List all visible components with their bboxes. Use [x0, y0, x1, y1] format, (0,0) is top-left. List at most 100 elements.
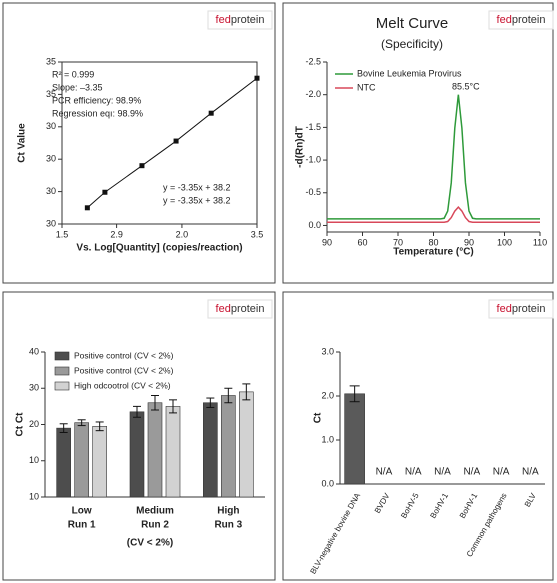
fit-line: [87, 77, 258, 209]
x-tick-label: 2.0: [176, 229, 189, 239]
panel-frame: [282, 2, 554, 284]
x-tick-label: High: [217, 506, 239, 517]
y-tick-label: 3.0: [321, 346, 334, 356]
logo-box: [488, 10, 554, 30]
logo: fedprotein: [497, 14, 546, 26]
logo-red: fed: [216, 14, 231, 26]
logo: fedprotein: [216, 303, 265, 315]
legend-label: Positive control (CV < 2%): [74, 350, 174, 360]
bar: [165, 406, 181, 498]
line: [327, 206, 540, 223]
logo-box: [207, 299, 273, 319]
panel-frame: [282, 291, 554, 581]
annotation: PCR efficiency: 98.9%: [52, 95, 141, 105]
y-tick-label: 10: [29, 455, 39, 465]
value-label: N/A: [434, 467, 451, 478]
y-tick-label: -0.5: [305, 187, 321, 197]
annotation: 85.5°C: [452, 81, 480, 91]
y-tick-label: 2.0: [321, 390, 334, 400]
value-label: N/A: [376, 467, 393, 478]
y-tick-label: 30: [46, 218, 56, 228]
annotation: Regression eqı: 98.9%: [52, 108, 143, 118]
x-tick-label: 90: [322, 237, 332, 247]
bar: [56, 427, 71, 498]
x-tick-label: 90: [464, 237, 474, 247]
x-tick-sublabel: Run 1: [68, 520, 96, 531]
y-tick-label: 40: [29, 346, 39, 356]
plot-frame: [61, 61, 258, 225]
value-label: N/A: [405, 467, 422, 478]
x-tick-label: 110: [533, 237, 547, 247]
chart-title: Melt Curve: [376, 15, 449, 32]
logo-dark: protein: [231, 303, 265, 315]
point: [173, 138, 179, 144]
x-tick-sublabel: Run 3: [214, 520, 242, 531]
y-tick-label: -2.0: [305, 89, 321, 99]
bar: [344, 393, 365, 485]
x-tick-label: 80: [428, 237, 438, 247]
logo-dark: protein: [512, 14, 546, 26]
logo-red: fed: [497, 303, 512, 315]
logo: fedprotein: [216, 14, 265, 26]
bar: [129, 411, 145, 498]
legend-label: High odcootrol (CV < 2%): [74, 380, 171, 390]
value-label: N/A: [493, 467, 510, 478]
x-tick-label: 70: [393, 237, 403, 247]
x-axis-label: Vs. Log[Quantity] (copies/reaction): [76, 243, 242, 254]
logo-dark: protein: [512, 303, 546, 315]
point: [84, 205, 90, 211]
note: (CV < 2%): [127, 538, 173, 549]
point: [208, 110, 214, 116]
legend-swatch: [54, 351, 70, 361]
y-tick-label: 30: [46, 121, 56, 131]
x-tick-label: 1.5: [56, 229, 69, 239]
value-label: N/A: [522, 467, 539, 478]
point: [102, 189, 108, 195]
y-axis-label: Ct Value: [17, 123, 28, 163]
y-axis-label: -d(Rn)dT: [295, 126, 306, 168]
y-tick-label: 30: [29, 383, 39, 393]
annotation: y = -3.35x + 38.2: [163, 195, 231, 205]
annotation: Slope: –3.35: [52, 82, 103, 92]
y-tick-label: 30: [46, 186, 56, 196]
line: [327, 94, 540, 220]
x-tick-label: Low: [72, 506, 92, 517]
x-tick-label: 60: [357, 237, 367, 247]
y-tick-label: -1.0: [305, 154, 321, 164]
x-tick-label: Medium: [136, 506, 174, 517]
x-axis-label: Temperature (°C): [393, 247, 474, 258]
bar: [92, 426, 107, 498]
y-axis-label: Ct Ct: [15, 412, 26, 437]
logo-dark: protein: [231, 14, 265, 26]
legend-label: Bovine Leukemia Provirus: [357, 68, 462, 78]
x-tick-label: 3.5: [251, 229, 264, 239]
bar: [147, 402, 163, 498]
bar: [203, 402, 218, 498]
logo: fedprotein: [497, 303, 546, 315]
x-tick-sublabel: Run 2: [141, 520, 169, 531]
logo-box: [488, 299, 554, 319]
y-tick-label: -2.5: [305, 56, 321, 66]
y-tick-label: -1.5: [305, 122, 321, 132]
bar: [74, 422, 89, 498]
bar: [239, 391, 254, 498]
logo-red: fed: [497, 14, 512, 26]
y-tick-label: 20: [29, 419, 39, 429]
point: [139, 163, 145, 169]
legend-swatch: [54, 366, 70, 376]
logo-red: fed: [216, 303, 231, 315]
chart-subtitle: (Specificity): [381, 37, 443, 51]
y-tick-label: 10: [29, 491, 39, 501]
annotation: R² = 0.999: [52, 69, 94, 79]
x-tick-label: 100: [497, 237, 512, 247]
legend-label: NTC: [357, 82, 376, 92]
x-tick-label: 2.9: [110, 229, 123, 239]
point: [254, 75, 260, 81]
panel-frame: [2, 2, 276, 284]
legend-swatch: [54, 381, 70, 391]
y-tick-label: 35: [46, 56, 56, 66]
y-tick-label: 1.0: [321, 434, 334, 444]
value-label: N/A: [463, 467, 480, 478]
legend-label: Positive control (CV < 2%): [74, 365, 174, 375]
